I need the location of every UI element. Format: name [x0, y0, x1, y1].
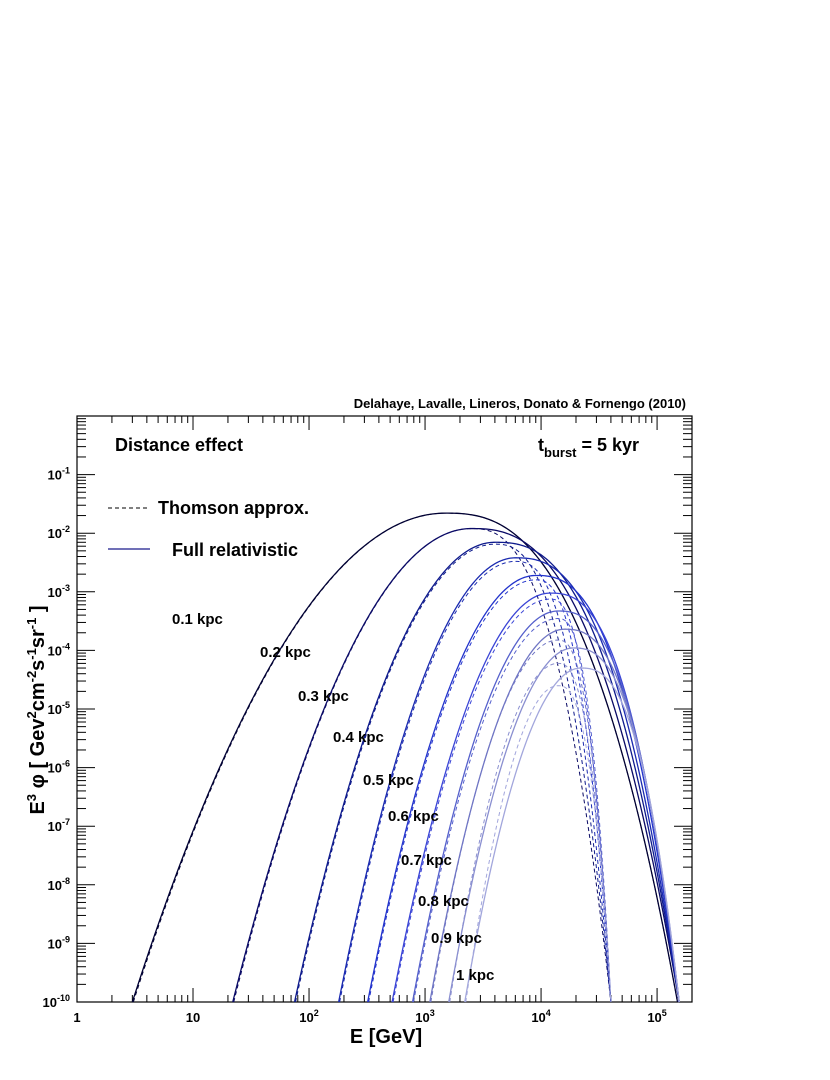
series-thomson-line	[295, 543, 612, 1003]
series-thomson-line	[430, 639, 612, 1003]
y-tick-label: 10-5	[48, 700, 70, 717]
legend-label-full: Full relativistic	[172, 540, 298, 560]
series-full-line	[367, 574, 680, 1003]
series-label: 0.9 kpc	[431, 930, 482, 947]
y-tick-label: 10-1	[48, 466, 70, 483]
x-axis-label: E [GeV]	[350, 1026, 422, 1048]
axes-ticks	[76, 416, 693, 1003]
x-tick-label: 104	[531, 1008, 550, 1025]
series-thomson-line	[132, 512, 679, 1003]
series-layer	[131, 512, 680, 1003]
x-tick-label: 102	[299, 1008, 318, 1025]
series-label: 0.4 kpc	[333, 729, 384, 746]
series-thomson-line	[368, 579, 612, 1003]
series-label: 0.3 kpc	[298, 688, 349, 705]
legend: Thomson approx. Full relativistic	[108, 498, 309, 560]
series-thomson-line	[339, 560, 612, 1003]
y-tick-label: 10-10	[43, 993, 70, 1010]
annotation-t: t	[538, 435, 544, 455]
x-tick-label: 105	[647, 1008, 666, 1025]
credit-text: Delahaye, Lavalle, Lineros, Donato & For…	[354, 396, 686, 411]
series-thomson-line	[392, 598, 612, 1003]
y-axis-label: E3 φ [ Gev2cm-2s-1sr-1 ]	[24, 605, 49, 814]
annotation-sub: burst	[544, 445, 577, 460]
series-thomson-line	[233, 528, 612, 1003]
series-full-line	[293, 541, 680, 1003]
series-label: 1 kpc	[456, 967, 494, 984]
tick-labels: 1 10 102 103 104 105 10-10 10-9 10-8 10-7 10-6 10-5…	[43, 466, 667, 1025]
series-labels: 0.1 kpc 0.2 kpc 0.3 kpc 0.4 kpc 0.5 kpc 0.6 k…	[172, 611, 494, 984]
series-full-line	[448, 647, 680, 1003]
series-full-line	[464, 667, 680, 1003]
series-thomson-line	[413, 618, 612, 1003]
y-tick-label: 10-6	[48, 759, 70, 776]
series-thomson-line	[449, 662, 612, 1003]
series-full-line	[411, 610, 680, 1003]
x-tick-label: 1	[73, 1010, 80, 1025]
series-thomson-line	[465, 685, 612, 1003]
annotation-distance-effect: Distance effect	[115, 435, 243, 455]
x-tick-label: 10	[186, 1010, 200, 1025]
legend-label-thomson: Thomson approx.	[158, 498, 309, 518]
series-label: 0.2 kpc	[260, 644, 311, 661]
annotation-tburst: tburst = 5 kyr	[538, 435, 639, 460]
series-label: 0.7 kpc	[401, 852, 452, 869]
y-tick-label: 10-7	[48, 817, 70, 834]
x-tick-label: 103	[415, 1008, 434, 1025]
y-tick-label: 10-9	[48, 934, 70, 951]
series-label: 0.1 kpc	[172, 611, 223, 628]
y-tick-label: 10-8	[48, 876, 70, 893]
series-label: 0.8 kpc	[418, 893, 469, 910]
y-tick-label: 10-2	[48, 524, 70, 541]
annotation-rest: = 5 kyr	[577, 435, 640, 455]
series-label: 0.5 kpc	[363, 772, 414, 789]
series-full-line	[131, 512, 679, 1003]
y-tick-label: 10-4	[48, 641, 70, 658]
series-label: 0.6 kpc	[388, 808, 439, 825]
y-tick-label: 10-3	[48, 583, 70, 600]
